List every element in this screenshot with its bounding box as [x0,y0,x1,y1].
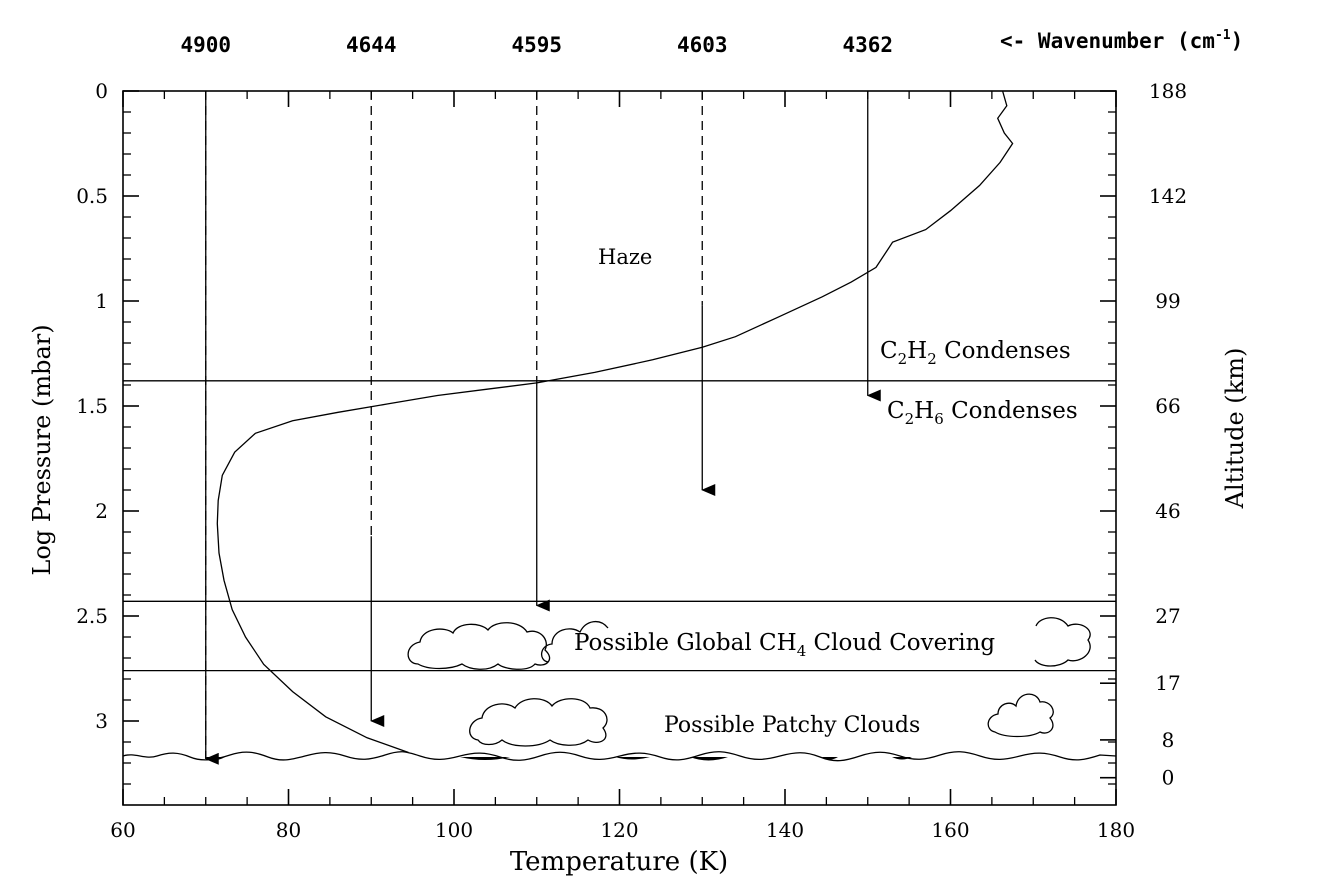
level-lines [123,380,1116,672]
x-tick-label: 120 [600,818,638,842]
altitude-tick-label: 142 [1149,184,1187,208]
cloud-icon [541,621,609,663]
wavenumber-axis-label: <- Wavenumber (cm-1) [1000,28,1243,53]
altitude-axis-ticks: 188 142 99 66 46 27 17 8 0 [1100,79,1187,790]
c2h6-h: H [914,398,934,424]
global-cloud-a: Possible Global CH [574,630,797,656]
surface-line [122,751,1117,762]
x-tick-label: 100 [435,818,473,842]
wavenumber-label: 4595 [511,33,562,57]
c2h6-rest: Condenses [944,398,1078,424]
altitude-tick-label: 66 [1155,394,1180,418]
x-axis-ticks: 60 80 100 120 140 160 180 [110,91,1135,842]
x-tick-label: 180 [1097,818,1135,842]
y-tick-label: 1 [95,289,108,313]
wavenumber-label-exponent: -1 [1215,28,1231,43]
patchy-clouds-label: Possible Patchy Clouds [664,713,920,738]
y-tick-label: 1.5 [76,394,108,418]
global-cloud-b: Cloud Covering [806,630,995,656]
y-tick-label: 3 [95,709,108,733]
cloud-icon [407,622,551,670]
cloud-icon [987,693,1054,738]
global-cloud-shapes [407,617,1091,670]
altitude-tick-label: 46 [1155,499,1180,523]
wavenumber-label: 4362 [842,33,893,57]
y-tick-label: 0.5 [76,184,108,208]
c2h2-condenses-label: C2H2 Condenses [880,338,1071,368]
altitude-tick-label: 17 [1155,671,1180,695]
c2h6-sub2: 6 [934,410,944,428]
plot-frame [122,90,1117,806]
cloud-icon [1034,617,1091,667]
x-tick-label: 160 [931,818,969,842]
altitude-tick-label: 0 [1162,766,1175,790]
altitude-tick-label: 27 [1155,604,1180,628]
c2h2-h: H [907,338,927,364]
altitude-tick-label: 188 [1149,79,1187,103]
y-tick-label: 2 [95,499,108,523]
altitude-tick-label: 99 [1155,289,1180,313]
c2h2-sub1: 2 [898,350,908,368]
patchy-cloud-shapes [469,693,1054,747]
c2h2-c: C [880,338,898,364]
y-tick-label: 0 [95,79,108,103]
wavenumber-label: 4644 [346,33,397,57]
c2h2-sub2: 2 [927,350,937,368]
x-tick-label: 140 [766,818,804,842]
c2h6-condenses-label: C2H6 Condenses [887,398,1078,428]
cloud-icon [469,698,608,747]
wavenumber-label: 4603 [677,33,728,57]
wavenumber-label: 4900 [180,33,231,57]
c2h6-sub1: 2 [905,410,915,428]
c2h2-rest: Condenses [937,338,1071,364]
temperature-profile-line [216,90,1014,754]
surface-shading [205,757,912,761]
x-tick-label: 80 [276,818,301,842]
x-tick-label: 60 [110,818,135,842]
wavenumber-markers: 4900 4644 4595 4603 4362 [180,33,893,765]
altitude-tick-label: 8 [1162,728,1175,752]
altitude-axis-label: Altitude (km) [1221,348,1249,510]
global-cloud-label: Possible Global CH4 Cloud Covering [574,630,995,660]
minor-ticks [123,91,1116,805]
y-axis-label: Log Pressure (mbar) [28,324,56,575]
y-tick-label: 2.5 [76,604,108,628]
global-cloud-sub: 4 [797,642,807,660]
wavenumber-label-main: <- Wavenumber (cm [1000,29,1215,53]
wavenumber-label-close: ) [1231,29,1244,53]
x-axis-label: Temperature (K) [510,847,728,877]
c2h6-c: C [887,398,905,424]
haze-label: Haze [598,245,652,269]
y-axis-ticks: 0 0.5 1 1.5 2 2.5 3 [76,79,139,733]
